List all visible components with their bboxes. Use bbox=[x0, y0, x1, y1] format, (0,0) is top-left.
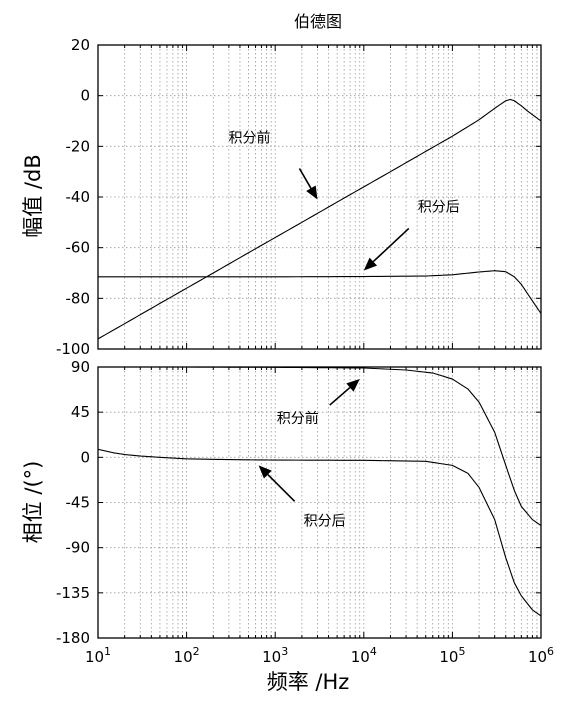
magnitude-series-after bbox=[98, 270, 542, 314]
magnitude-ytick-label: 20 bbox=[71, 36, 90, 54]
magnitude-annotation-label: 积分后 bbox=[418, 199, 460, 215]
phase-ytick-label: -45 bbox=[66, 494, 91, 512]
phase-ylabel: 相位 /(°) bbox=[21, 461, 45, 544]
phase-ytick-label: -135 bbox=[56, 584, 90, 602]
magnitude-annotation-arrowhead bbox=[306, 185, 318, 200]
chart-title: 伯德图 bbox=[294, 12, 342, 31]
phase-ytick-label: 0 bbox=[80, 448, 90, 466]
magnitude-ytick-label: -20 bbox=[66, 137, 91, 155]
frequency-xtick-label: 102 bbox=[174, 645, 200, 666]
frequency-xtick-label: 105 bbox=[439, 645, 465, 666]
magnitude-ytick-label: -80 bbox=[66, 289, 91, 307]
magnitude-annotation-arrowhead bbox=[363, 257, 378, 271]
phase-ytick-label: 45 bbox=[71, 403, 90, 421]
phase-ytick-label: -180 bbox=[56, 629, 90, 647]
frequency-xtick-label: 103 bbox=[262, 645, 288, 666]
frequency-xlabel: 频率 /Hz bbox=[267, 670, 350, 694]
phase-annotation-arrowhead bbox=[258, 465, 272, 479]
magnitude-ytick-label: 0 bbox=[80, 87, 90, 105]
phase-annotation-label: 积分后 bbox=[304, 513, 346, 529]
phase-series-after bbox=[97, 448, 542, 617]
magnitude-ylabel: 幅值 /dB bbox=[21, 154, 45, 238]
magnitude-annotation-arrow bbox=[298, 168, 312, 189]
frequency-xtick-label: 101 bbox=[85, 645, 111, 666]
phase-series-before bbox=[98, 366, 542, 527]
phase-annotation-arrow bbox=[329, 386, 351, 406]
phase-ytick-label: -90 bbox=[66, 539, 91, 557]
magnitude-ytick-label: -100 bbox=[56, 340, 90, 358]
phase-frame bbox=[97, 366, 542, 639]
frequency-xtick-label: 104 bbox=[351, 645, 377, 666]
magnitude-series-before bbox=[97, 98, 542, 340]
phase-ytick-label: 90 bbox=[71, 358, 90, 376]
magnitude-ytick-label: -60 bbox=[66, 239, 91, 257]
magnitude-ytick-label: -40 bbox=[66, 188, 91, 206]
magnitude-annotation-arrow bbox=[372, 227, 410, 263]
phase-annotation-label: 积分前 bbox=[277, 410, 319, 427]
phase-annotation-arrow bbox=[267, 473, 296, 502]
phase-annotation-arrowhead bbox=[346, 379, 360, 392]
frequency-xtick-label: 106 bbox=[528, 645, 554, 666]
magnitude-frame bbox=[97, 44, 542, 350]
magnitude-annotation-label: 积分前 bbox=[228, 130, 270, 147]
